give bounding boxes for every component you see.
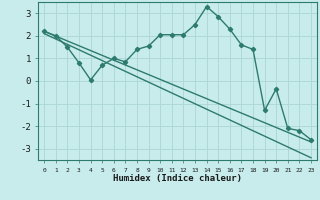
X-axis label: Humidex (Indice chaleur): Humidex (Indice chaleur)	[113, 174, 242, 183]
